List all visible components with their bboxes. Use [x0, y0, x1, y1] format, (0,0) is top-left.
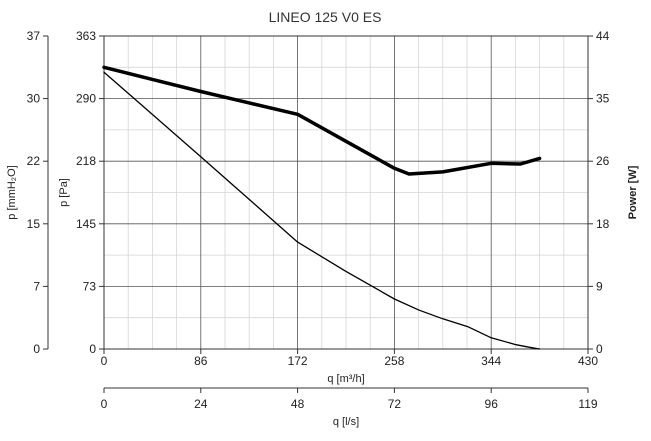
- x-secondary-axis-title: q [l/s]: [333, 416, 359, 428]
- pressure-curve-line: [103, 71, 541, 350]
- y-right-axis-title: Power [W]: [627, 165, 639, 219]
- y-inner-tick-label: 290: [76, 92, 96, 106]
- y-outer-tick-label: 7: [33, 279, 40, 293]
- axes: 0 86 172 258 344 430 q [m³/h] 0 24 48 72 96 119 q [l/…: [6, 29, 639, 428]
- y-inner-tick-label: 218: [76, 154, 96, 168]
- y-right-tick-label: 26: [596, 154, 610, 168]
- y-right-tick-label: 35: [596, 92, 610, 106]
- x-secondary-tick-label: 0: [101, 397, 108, 411]
- y-inner-tick-label: 0: [89, 342, 96, 356]
- plot-frame: [103, 35, 589, 350]
- x-secondary-tick-label: 119: [578, 397, 597, 411]
- grid: [103, 35, 589, 350]
- y-outer-tick-label: 0: [33, 342, 40, 356]
- y-inner-tick-label: 363: [76, 29, 96, 43]
- y-right-tick-label: 44: [596, 29, 610, 43]
- y-outer-tick-label: 22: [27, 154, 41, 168]
- y-outer-tick-label: 37: [27, 29, 41, 43]
- x-secondary-tick-label: 24: [194, 397, 208, 411]
- y-inner-tick-label: 73: [83, 279, 97, 293]
- x-tick-label: 344: [481, 354, 501, 368]
- power-curve-line: [102, 65, 542, 176]
- chart-title: LINEO 125 V0 ES: [269, 9, 382, 25]
- x-secondary-tick-label: 48: [291, 397, 305, 411]
- x-tick-label: 430: [578, 354, 598, 368]
- y-outer-tick-label: 15: [27, 217, 41, 231]
- x-tick-label: 0: [101, 354, 108, 368]
- series: [102, 65, 542, 350]
- x-tick-label: 258: [384, 354, 404, 368]
- y-inner-axis-title: p [Pa]: [58, 178, 70, 207]
- x-secondary-tick-label: 72: [388, 397, 402, 411]
- x-tick-label: 86: [194, 354, 208, 368]
- y-outer-axis-title: p [mmH₂O]: [6, 165, 18, 219]
- y-right-tick-label: 0: [596, 342, 603, 356]
- x-axis-title: q [m³/h]: [327, 373, 364, 385]
- y-right-tick-label: 18: [596, 217, 610, 231]
- y-outer-tick-label: 30: [27, 92, 41, 106]
- x-secondary-tick-label: 96: [485, 397, 499, 411]
- y-inner-tick-label: 145: [76, 217, 96, 231]
- x-tick-label: 172: [288, 354, 308, 368]
- y-right-tick-label: 9: [596, 279, 603, 293]
